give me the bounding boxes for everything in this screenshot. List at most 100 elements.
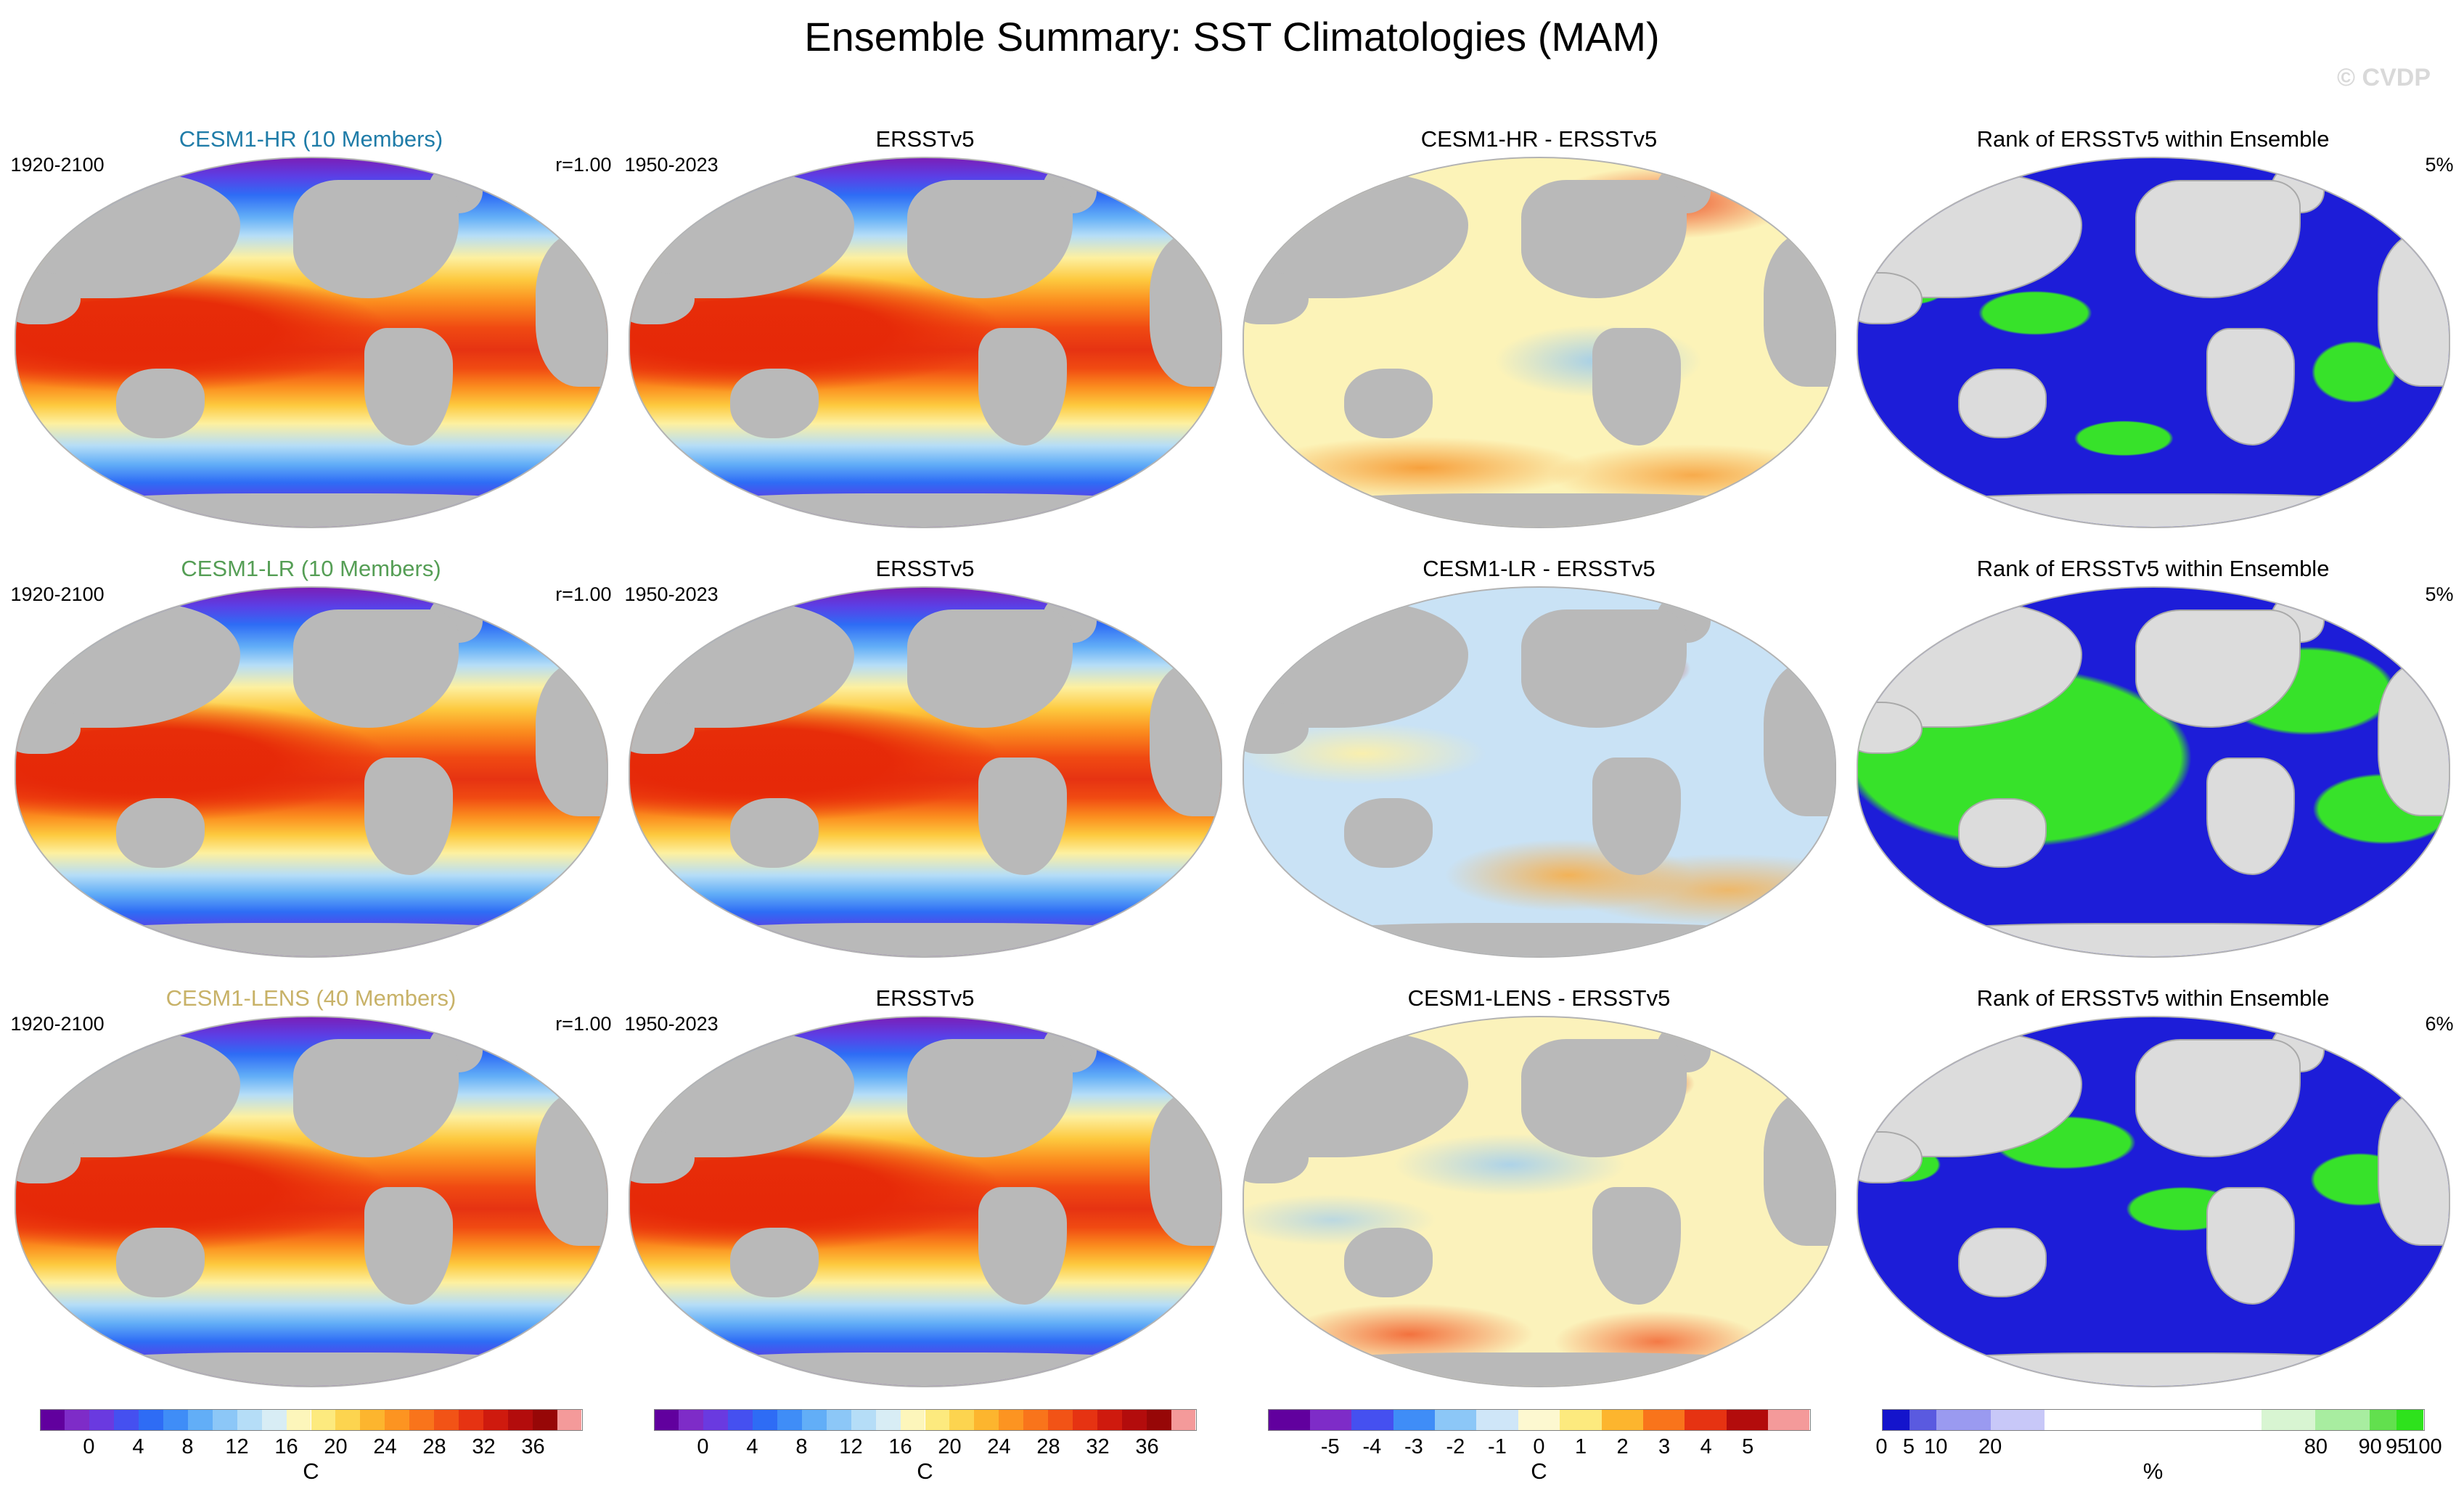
colorbar-segment bbox=[114, 1410, 139, 1430]
colorbar-gradient bbox=[39, 1409, 583, 1431]
australia-landmass bbox=[115, 797, 205, 869]
colorbar-tick-label: -4 bbox=[1362, 1435, 1382, 1458]
namerica-landmass bbox=[1521, 1039, 1687, 1158]
map-ersstv5-climatology-row1 bbox=[628, 157, 1222, 528]
colorbar-segment bbox=[826, 1410, 851, 1430]
samerica-landmass bbox=[1592, 327, 1681, 446]
colorbar-segment bbox=[2315, 1410, 2370, 1430]
panel-cesm1-hr-rank: Rank of ERSSTv5 within Ensemble 5% bbox=[1851, 125, 2455, 528]
colorbar-segment bbox=[261, 1410, 287, 1430]
seasia-landmass bbox=[1857, 272, 1923, 324]
colorbar-segment bbox=[1476, 1410, 1518, 1430]
colorbar-segment bbox=[385, 1410, 410, 1430]
map-cesm1-lens-climatology bbox=[14, 1016, 608, 1387]
colorbar-tick-label: 5 bbox=[1902, 1435, 1915, 1458]
panel-title: ERSSTv5 bbox=[875, 985, 975, 1011]
colorbar-tick-label: 5 bbox=[1742, 1435, 1754, 1458]
colorbar-ticks: 0 4 8 12 16 20 24 28 32 36 bbox=[654, 1431, 1197, 1458]
colorbar-segment bbox=[777, 1410, 802, 1430]
colorbar-segment bbox=[1909, 1410, 1937, 1430]
africa-landmass bbox=[535, 231, 607, 387]
colorbar-segment bbox=[728, 1410, 753, 1430]
colorbar-segment bbox=[311, 1410, 336, 1430]
europe-landmass bbox=[2389, 606, 2449, 662]
colorbar-segment bbox=[999, 1410, 1024, 1430]
colorbar-unit-label: % bbox=[2142, 1458, 2164, 1484]
colorbar-tick-label: -3 bbox=[1404, 1435, 1423, 1458]
africa-landmass bbox=[1763, 231, 1835, 387]
namerica-landmass bbox=[2135, 609, 2301, 728]
namerica-landmass bbox=[907, 609, 1073, 728]
colorbar-tick-label: 90 bbox=[2358, 1435, 2382, 1458]
panel-ersstv5-row3: ERSSTv5 1950-2023 bbox=[623, 984, 1227, 1387]
colorbar-segment bbox=[286, 1410, 311, 1430]
australia-landmass bbox=[1957, 368, 2047, 439]
seasia-landmass bbox=[15, 272, 81, 324]
colorbar-segment bbox=[801, 1410, 827, 1430]
seasia-landmass bbox=[629, 702, 695, 754]
europe-landmass bbox=[1775, 176, 1835, 232]
colorbar-segment bbox=[1560, 1410, 1602, 1430]
samerica-landmass bbox=[1592, 1186, 1681, 1305]
australia-landmass bbox=[1957, 1227, 2047, 1298]
map-rank-ersstv5-cesm1-hr bbox=[1856, 157, 2450, 528]
colorbar-segment bbox=[1146, 1410, 1171, 1430]
panel-title: Rank of ERSSTv5 within Ensemble bbox=[1976, 985, 2330, 1011]
colorbar-segment bbox=[875, 1410, 901, 1430]
panel-period: 1950-2023 bbox=[624, 154, 719, 176]
panel-grid: CESM1-HR (10 Members) 1920-2100 r=1.00 E… bbox=[7, 125, 2457, 1387]
africa-landmass bbox=[2377, 1091, 2449, 1246]
panel-ersstv5-row1: ERSSTv5 1950-2023 bbox=[623, 125, 1227, 528]
map-cesm1-lens-minus-ersstv5 bbox=[1242, 1016, 1836, 1387]
colorbar-segment bbox=[89, 1410, 115, 1430]
panel-title: ERSSTv5 bbox=[875, 126, 975, 152]
panel-rank-percent: 5% bbox=[2425, 583, 2454, 605]
colorbar-tick-label: 20 bbox=[938, 1435, 962, 1458]
samerica-landmass bbox=[364, 1186, 453, 1305]
seasia-landmass bbox=[629, 1131, 695, 1183]
colorbar-segment bbox=[557, 1410, 582, 1430]
australia-landmass bbox=[1343, 368, 1433, 439]
panel-period: 1920-2100 bbox=[10, 1013, 105, 1035]
africa-landmass bbox=[2377, 231, 2449, 387]
panel-title: CESM1-LENS (40 Members) bbox=[165, 985, 457, 1011]
colorbar-tick-label: 16 bbox=[888, 1435, 912, 1458]
colorbar-tick-label: 0 bbox=[1875, 1435, 1888, 1458]
africa-landmass bbox=[535, 1091, 607, 1246]
europe-landmass bbox=[1161, 1035, 1221, 1091]
colorbar-tick-label: 36 bbox=[1135, 1435, 1159, 1458]
antarctica-landmass bbox=[27, 493, 595, 527]
colorbar-tick-label: 3 bbox=[1658, 1435, 1671, 1458]
colorbar-tick-label: 8 bbox=[795, 1435, 808, 1458]
colorbar-segment bbox=[703, 1410, 729, 1430]
colorbar-segment bbox=[360, 1410, 385, 1430]
panel-cesm1-hr-diff: CESM1-HR - ERSSTv5 bbox=[1237, 125, 1841, 528]
colorbar-tick-label: 4 bbox=[1700, 1435, 1712, 1458]
antarctica-landmass bbox=[27, 923, 595, 956]
colorbar-segment bbox=[458, 1410, 483, 1430]
colorbar-segment bbox=[507, 1410, 533, 1430]
colorbar-segment bbox=[2045, 1410, 2262, 1430]
samerica-landmass bbox=[364, 757, 453, 876]
australia-landmass bbox=[1343, 797, 1433, 869]
colorbar-gradient bbox=[1267, 1409, 1811, 1431]
panel-title: Rank of ERSSTv5 within Ensemble bbox=[1976, 556, 2330, 581]
colorbar-tick-label: 8 bbox=[181, 1435, 194, 1458]
panel-cesm1-lens-diff: CESM1-LENS - ERSSTv5 bbox=[1237, 984, 1841, 1387]
colorbar-tick-label: 12 bbox=[839, 1435, 863, 1458]
namerica-landmass bbox=[1521, 180, 1687, 299]
colorbar-segment bbox=[1518, 1410, 1560, 1430]
panel-title: CESM1-LR - ERSSTv5 bbox=[1423, 556, 1655, 581]
colorbar-tick-label: 24 bbox=[987, 1435, 1011, 1458]
australia-landmass bbox=[115, 1227, 205, 1298]
colorbar-segment bbox=[1990, 1410, 2045, 1430]
panel-rank-percent: 6% bbox=[2425, 1013, 2454, 1035]
seasia-landmass bbox=[1243, 1131, 1309, 1183]
colorbar-unit-label: C bbox=[917, 1458, 933, 1484]
colorbar-tick-label: 1 bbox=[1574, 1435, 1587, 1458]
seasia-landmass bbox=[15, 702, 81, 754]
samerica-landmass bbox=[2206, 1186, 2295, 1305]
map-ersstv5-climatology-row2 bbox=[628, 586, 1222, 958]
antarctica-landmass bbox=[641, 923, 1209, 956]
colorbar-gradient bbox=[1881, 1409, 2425, 1431]
